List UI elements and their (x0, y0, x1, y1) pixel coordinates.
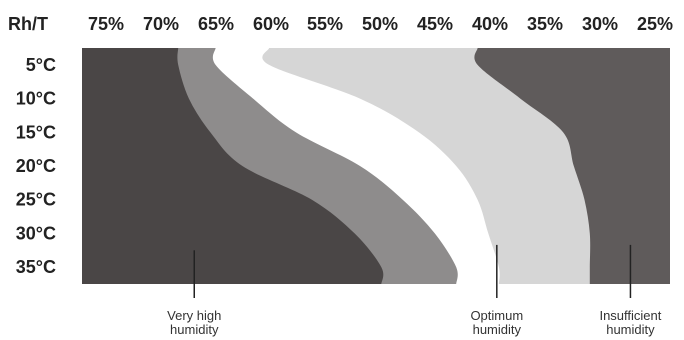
row-label: 5°C (26, 55, 56, 75)
column-label: 70% (143, 14, 179, 34)
column-label: 35% (527, 14, 563, 34)
corner-label: Rh/T (8, 14, 48, 34)
row-label: 25°C (16, 190, 56, 210)
row-label: 35°C (16, 257, 56, 277)
column-label: 30% (582, 14, 618, 34)
callout-label: humidity (473, 322, 522, 337)
row-label: 20°C (16, 156, 56, 176)
callout-label: Optimum (470, 308, 523, 323)
column-label: 75% (88, 14, 124, 34)
row-label: 30°C (16, 223, 56, 243)
callouts: Very highhumidityOptimumhumidityInsuffic… (167, 244, 662, 337)
callout-label: Very high (167, 308, 221, 323)
column-label: 25% (637, 14, 673, 34)
row-label: 10°C (16, 89, 56, 109)
column-label: 65% (198, 14, 234, 34)
callout-label: Insufficient (599, 308, 661, 323)
callout-label: humidity (606, 322, 655, 337)
column-label: 45% (417, 14, 453, 34)
row-label: 15°C (16, 122, 56, 142)
humidity-zones (82, 48, 670, 284)
column-label: 55% (307, 14, 343, 34)
zone-very-high-humidity (82, 48, 384, 284)
column-label: 60% (253, 14, 289, 34)
column-labels: 75% 70% 65% 60% 55% 50% 45% 40% 35% 30% 25% (88, 14, 673, 34)
column-label: 50% (362, 14, 398, 34)
column-label: 40% (472, 14, 508, 34)
row-labels: 5°C 10°C 15°C 20°C 25°C 30°C 35°C (16, 55, 56, 277)
callout-label: humidity (170, 322, 219, 337)
